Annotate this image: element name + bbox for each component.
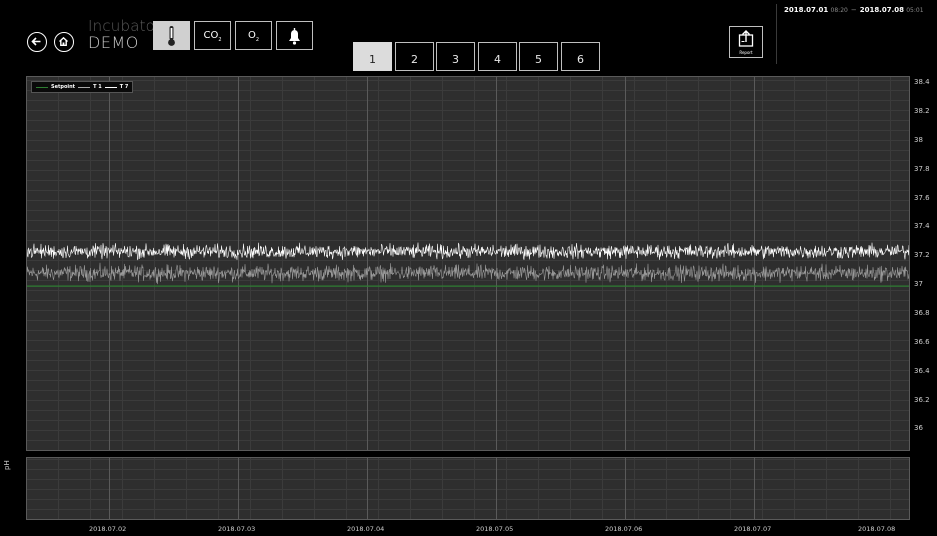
temperature-chart-plot (27, 242, 909, 287)
tab-3[interactable]: 3 (436, 42, 475, 71)
tab-1[interactable]: 1 (353, 42, 392, 71)
home-icon (59, 36, 68, 46)
legend-t1-swatch (78, 86, 91, 88)
ph-chart[interactable] (26, 457, 910, 520)
x-tick-label: 2018.07.05 (476, 525, 514, 533)
legend-t1-label: T 1 (93, 84, 102, 90)
co2-sensor-button[interactable]: CO2 (194, 21, 231, 50)
temperature-chart[interactable]: Setpoint T 1 T 7 (26, 76, 910, 451)
tab-6[interactable]: 6 (561, 42, 600, 71)
x-tick-label: 2018.07.02 (89, 525, 127, 533)
legend-t7-label: T 7 (119, 84, 129, 90)
legend-t7-swatch (104, 86, 117, 88)
x-tick-label: 2018.07.04 (347, 525, 385, 533)
y-tick-label: 37.6 (914, 193, 930, 202)
back-button[interactable] (27, 32, 47, 52)
tab-5[interactable]: 5 (519, 42, 558, 71)
ph-axis-label: pH (3, 460, 11, 470)
x-tick-label: 2018.07.08 (858, 525, 896, 533)
chart-legend: Setpoint T 1 T 7 (31, 81, 134, 93)
report-label: Report (739, 50, 753, 55)
range-from-time: 08:20 (830, 7, 848, 14)
report-button[interactable]: Report (729, 26, 763, 58)
range-to-time: 05:01 (906, 7, 924, 14)
report-export-icon (738, 30, 754, 47)
y-tick-label: 36.6 (914, 337, 930, 346)
x-tick-label: 2018.07.03 (218, 525, 256, 533)
range-separator: − (850, 6, 857, 14)
bell-icon (289, 28, 300, 45)
tab-2[interactable]: 2 (395, 42, 434, 71)
device-name: DEMO (88, 33, 139, 52)
y-tick-label: 38.2 (914, 107, 930, 116)
series-line-t1 (27, 262, 909, 285)
y-tick-label: 38.4 (914, 78, 930, 87)
y-tick-label: 36.4 (914, 366, 930, 375)
x-tick-label: 2018.07.06 (605, 525, 643, 533)
range-from-date: 2018.07.01 (784, 6, 829, 14)
temperature-sensor-button[interactable] (153, 21, 190, 50)
y-tick-label: 37.2 (914, 251, 930, 260)
app-title: Incubator (88, 17, 162, 35)
y-tick-label: 37.8 (914, 164, 930, 173)
y-tick-label: 36.2 (914, 395, 930, 404)
date-range[interactable]: 2018.07.01 08:20−2018.07.08 05:01 (784, 6, 924, 14)
tab-4[interactable]: 4 (478, 42, 517, 71)
x-tick-label: 2018.07.07 (734, 525, 772, 533)
o2-sensor-button[interactable]: O2 (235, 21, 272, 50)
header-divider (776, 4, 777, 64)
alarm-button[interactable] (276, 21, 313, 50)
y-tick-label: 37 (914, 280, 923, 289)
legend-setpoint-swatch (36, 86, 48, 88)
legend-setpoint-label: Setpoint (51, 84, 76, 90)
range-to-date: 2018.07.08 (859, 6, 904, 14)
y-tick-label: 37.4 (914, 222, 930, 231)
y-tick-label: 36 (914, 424, 923, 433)
series-line-t7 (27, 242, 909, 261)
home-button[interactable] (54, 32, 74, 52)
thermometer-icon (168, 26, 175, 46)
arrow-left-icon (31, 37, 41, 46)
y-tick-label: 38 (914, 135, 923, 144)
y-tick-label: 36.8 (914, 308, 930, 317)
